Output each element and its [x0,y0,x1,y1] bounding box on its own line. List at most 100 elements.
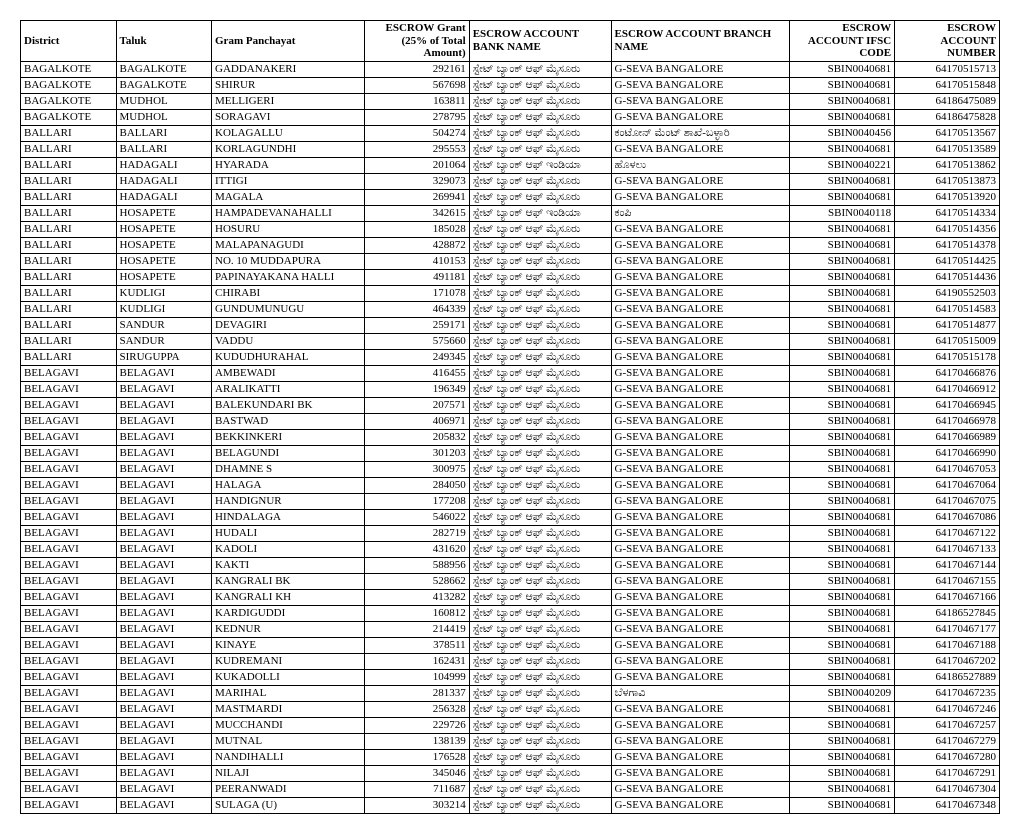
table-cell: 64186475828 [895,109,1000,125]
table-cell: SORAGAVI [212,109,365,125]
table-row: BELAGAVIBELAGAVIHALAGA284050ಸ್ಟೇಟ್ ಬ್ಯಾಂ… [21,477,1000,493]
table-cell: BELAGAVI [116,557,212,573]
table-row: BALLARIHOSAPETEPAPINAYAKANA HALLI491181ಸ… [21,269,1000,285]
table-cell: 176528 [364,749,469,765]
table-cell: BELAGAVI [116,461,212,477]
table-cell: BELAGAVI [116,413,212,429]
table-cell: BELAGAVI [21,429,117,445]
table-cell: KARDIGUDDI [212,605,365,621]
table-cell: SBIN0040681 [790,637,895,653]
table-cell: ಸ್ಟೇಟ್ ಬ್ಯಾಂಕ್ ಆಫ್ ಮೈಸೂರು [469,477,611,493]
table-cell: ಸ್ಟೇಟ್ ಬ್ಯಾಂಕ್ ಆಫ್ ಮೈಸೂರು [469,637,611,653]
table-cell: 64170467053 [895,461,1000,477]
table-cell: 64170466978 [895,413,1000,429]
table-cell: G-SEVA BANGALORE [611,93,790,109]
table-cell: GUNDUMUNUGU [212,301,365,317]
table-cell: G-SEVA BANGALORE [611,749,790,765]
table-cell: CHIRABI [212,285,365,301]
table-cell: SBIN0040681 [790,509,895,525]
table-cell: ಸ್ಟೇಟ್ ಬ್ಯಾಂಕ್ ಆಫ್ ಮೈಸೂರು [469,573,611,589]
table-cell: G-SEVA BANGALORE [611,365,790,381]
table-cell: 64186475089 [895,93,1000,109]
table-cell: BELAGAVI [116,589,212,605]
table-cell: MUDHOL [116,109,212,125]
table-cell: MASTMARDI [212,701,365,717]
table-cell: BELAGAVI [116,365,212,381]
table-cell: BELAGAVI [21,637,117,653]
table-cell: G-SEVA BANGALORE [611,573,790,589]
table-cell: 281337 [364,685,469,701]
table-cell: SANDUR [116,333,212,349]
table-row: BELAGAVIBELAGAVIDHAMNE S300975ಸ್ಟೇಟ್ ಬ್ಯ… [21,461,1000,477]
table-row: BELAGAVIBELAGAVISULAGA (U)303214ಸ್ಟೇಟ್ ಬ… [21,797,1000,813]
table-cell: G-SEVA BANGALORE [611,797,790,813]
table-cell: BELAGAVI [116,685,212,701]
header-ifsc: ESCROW ACCOUNT IFSC CODE [790,21,895,62]
table-cell: KUDLIGI [116,285,212,301]
table-cell: SBIN0040681 [790,605,895,621]
table-cell: SBIN0040681 [790,413,895,429]
table-cell: 162431 [364,653,469,669]
table-cell: SBIN0040681 [790,557,895,573]
table-cell: ಸ್ಟೇಟ್ ಬ್ಯಾಂಕ್ ಆಫ್ ಮೈಸೂರು [469,669,611,685]
table-cell: 64170467348 [895,797,1000,813]
table-cell: KANGRALI BK [212,573,365,589]
table-cell: 64170467280 [895,749,1000,765]
table-cell: 64170514436 [895,269,1000,285]
table-cell: BELAGAVI [21,445,117,461]
table-cell: BALLARI [21,349,117,365]
table-cell: 295553 [364,141,469,157]
table-cell: BELAGAVI [116,797,212,813]
table-cell: SBIN0040681 [790,301,895,317]
table-cell: 64170467235 [895,685,1000,701]
table-row: BELAGAVIBELAGAVIARALIKATTI196349ಸ್ಟೇಟ್ ಬ… [21,381,1000,397]
table-cell: BALLARI [21,173,117,189]
table-cell: BELAGAVI [116,637,212,653]
table-cell: KAKTI [212,557,365,573]
table-row: BELAGAVIBELAGAVIHUDALI282719ಸ್ಟೇಟ್ ಬ್ಯಾಂ… [21,525,1000,541]
table-cell: G-SEVA BANGALORE [611,173,790,189]
table-cell: HAMPADEVANAHALLI [212,205,365,221]
table-cell: 201064 [364,157,469,173]
table-cell: 64170466990 [895,445,1000,461]
table-cell: ಸ್ಟೇಟ್ ಬ್ಯಾಂಕ್ ಆಫ್ ಮೈಸೂರು [469,461,611,477]
table-cell: BALLARI [21,157,117,173]
table-cell: SBIN0040681 [790,461,895,477]
table-cell: 282719 [364,525,469,541]
table-cell: SBIN0040681 [790,669,895,685]
table-cell: 196349 [364,381,469,397]
table-cell: MALAPANAGUDI [212,237,365,253]
table-cell: BELAGAVI [21,493,117,509]
table-row: BAGALKOTEMUDHOLSORAGAVI278795ಸ್ಟೇಟ್ ಬ್ಯಾ… [21,109,1000,125]
table-row: BELAGAVIBELAGAVINILAJI345046ಸ್ಟೇಟ್ ಬ್ಯಾಂ… [21,765,1000,781]
table-row: BELAGAVIBELAGAVIAMBEWADI416455ಸ್ಟೇಟ್ ಬ್ಯ… [21,365,1000,381]
table-cell: G-SEVA BANGALORE [611,781,790,797]
table-cell: BELAGAVI [21,669,117,685]
table-cell: G-SEVA BANGALORE [611,429,790,445]
table-cell: BELAGAVI [21,461,117,477]
table-cell: 249345 [364,349,469,365]
table-cell: SIRUGUPPA [116,349,212,365]
table-cell: ಸ್ಟೇಟ್ ಬ್ಯಾಂಕ್ ಆಫ್ ಮೈಸೂರು [469,765,611,781]
table-cell: ಸ್ಟೇಟ್ ಬ್ಯಾಂಕ್ ಆಫ್ ಮೈಸೂರು [469,93,611,109]
table-cell: SBIN0040681 [790,221,895,237]
table-cell: G-SEVA BANGALORE [611,669,790,685]
table-cell: ಸ್ಟೇಟ್ ಬ್ಯಾಂಕ್ ಆಫ್ ಮೈಸೂರು [469,189,611,205]
table-cell: 205832 [364,429,469,445]
table-cell: KOLAGALLU [212,125,365,141]
table-cell: ಸ್ಟೇಟ್ ಬ್ಯಾಂಕ್ ಆಫ್ ಮೈಸೂರು [469,781,611,797]
table-cell: G-SEVA BANGALORE [611,333,790,349]
table-cell: BELAGAVI [21,573,117,589]
table-cell: SBIN0040681 [790,349,895,365]
table-cell: ಸ್ಟೇಟ್ ಬ್ಯಾಂಕ್ ಆಫ್ ಮೈಸೂರು [469,141,611,157]
table-cell: 588956 [364,557,469,573]
header-taluk: Taluk [116,21,212,62]
table-row: BAGALKOTEBAGALKOTEGADDANAKERI292161ಸ್ಟೇಟ… [21,61,1000,77]
table-cell: BELAGAVI [21,653,117,669]
table-row: BAGALKOTEMUDHOLMELLIGERI163811ಸ್ಟೇಟ್ ಬ್ಯ… [21,93,1000,109]
table-cell: ಸ್ಟೇಟ್ ಬ್ಯಾಂಕ್ ಆಫ್ ಮೈಸೂರು [469,269,611,285]
table-cell: BELAGAVI [21,413,117,429]
table-cell: 292161 [364,61,469,77]
table-cell: G-SEVA BANGALORE [611,413,790,429]
table-cell: ಸ್ಟೇಟ್ ಬ್ಯಾಂಕ್ ಆಫ್ ಮೈಸೂರು [469,397,611,413]
